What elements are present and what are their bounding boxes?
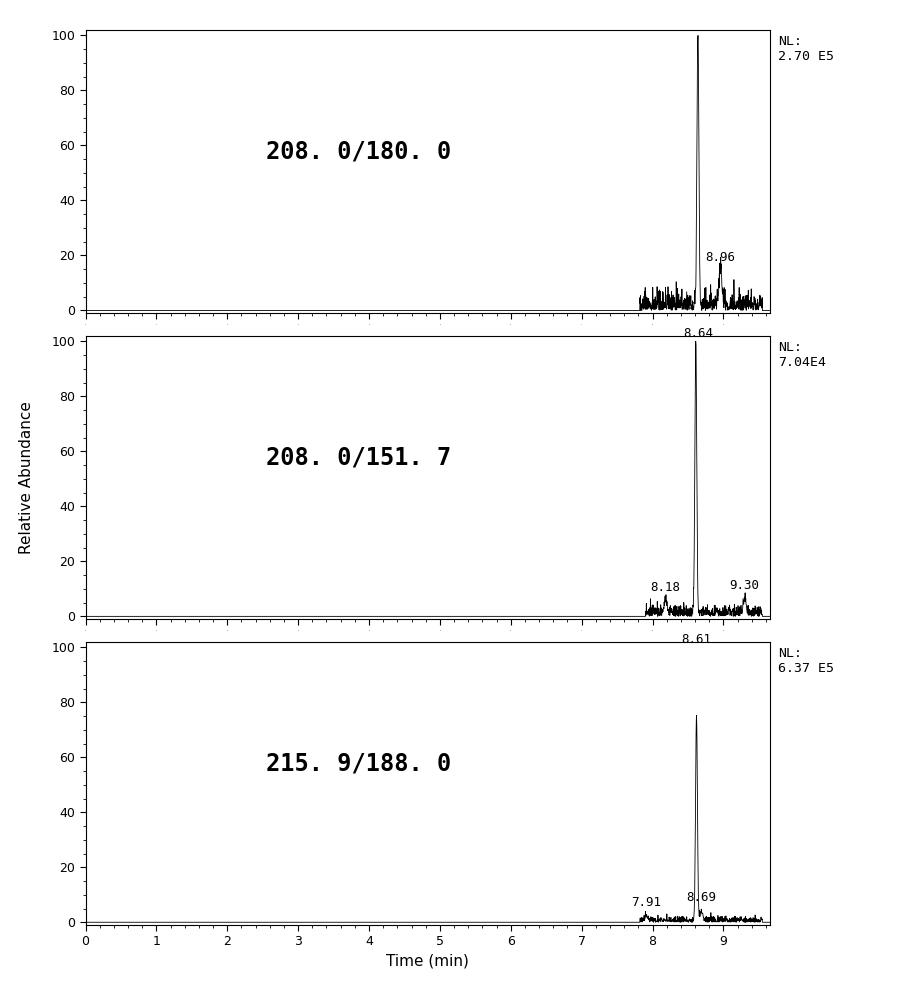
- Text: 208. 0/151. 7: 208. 0/151. 7: [266, 446, 452, 470]
- Text: NL:
2.70 E5: NL: 2.70 E5: [778, 35, 834, 63]
- Text: 8.18: 8.18: [651, 581, 680, 594]
- Text: 8.96: 8.96: [706, 251, 735, 264]
- X-axis label: Time (min): Time (min): [386, 954, 469, 969]
- Text: NL:
7.04E4: NL: 7.04E4: [778, 341, 826, 369]
- Text: 8.61: 8.61: [680, 633, 711, 646]
- Text: 9.30: 9.30: [730, 579, 760, 592]
- Text: 8.69: 8.69: [687, 891, 716, 904]
- Text: 8.64: 8.64: [683, 327, 713, 340]
- Text: Relative Abundance: Relative Abundance: [20, 401, 34, 554]
- Text: 208. 0/180. 0: 208. 0/180. 0: [266, 140, 452, 164]
- Text: 215. 9/188. 0: 215. 9/188. 0: [266, 752, 452, 776]
- Text: NL:
6.37 E5: NL: 6.37 E5: [778, 647, 834, 675]
- Text: 7.91: 7.91: [631, 896, 662, 909]
